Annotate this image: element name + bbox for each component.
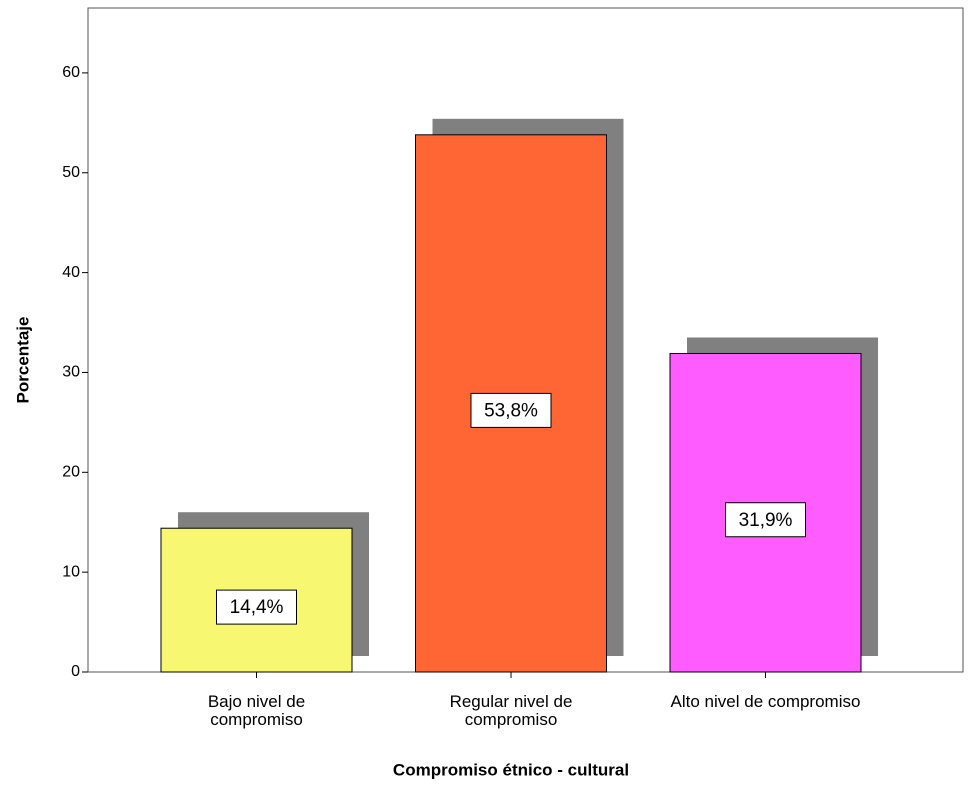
value-label: 53,8% (484, 400, 538, 421)
value-label-box (216, 589, 297, 625)
y-tick-label: 40 (62, 264, 80, 281)
y-tick-label: 20 (62, 464, 80, 481)
value-label-box (470, 392, 552, 428)
y-tick-label: 60 (62, 64, 80, 81)
y-tick-label: 10 (62, 563, 80, 580)
value-label: 14,4% (230, 597, 284, 618)
y-tick-label: 30 (62, 364, 80, 381)
x-axis-label: Compromiso étnico - cultural (393, 760, 629, 779)
x-tick-label: Alto nivel de compromiso (670, 692, 861, 711)
value-label: 31,9% (739, 510, 793, 531)
x-tick-label: Regular nivel de compromiso (449, 692, 573, 729)
value-label-box (725, 502, 806, 538)
y-axis-label: Porcentaje (13, 317, 32, 404)
y-tick-label: 50 (62, 164, 80, 181)
x-tick-label: Bajo nivel de compromiso (207, 692, 306, 729)
y-tick-label: 0 (71, 663, 80, 680)
